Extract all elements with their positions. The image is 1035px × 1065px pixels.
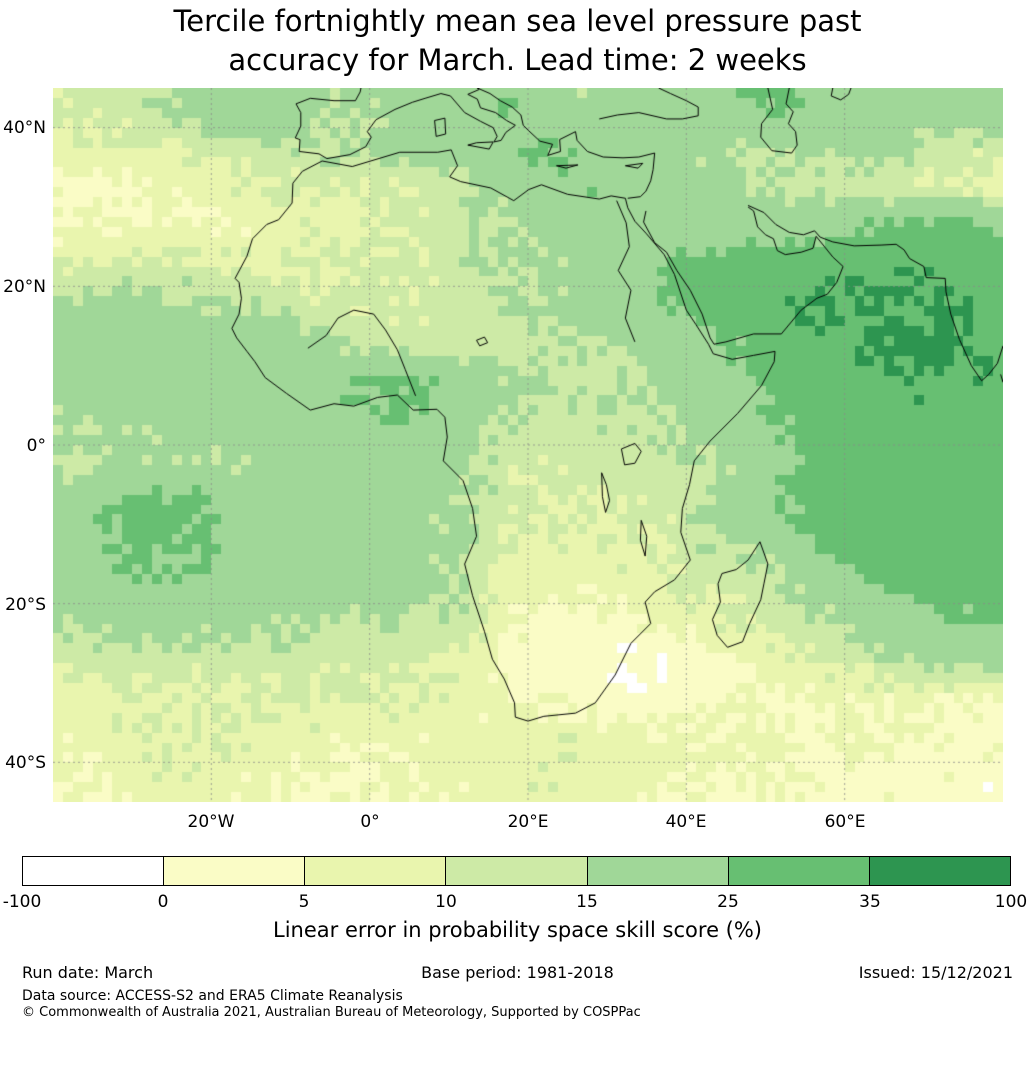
- colorbar-tick-15: 15: [576, 892, 598, 912]
- xtick-60e: 60°E: [824, 812, 866, 832]
- colorbar-segment-4: [446, 857, 588, 885]
- map-plot-area: [53, 88, 1003, 802]
- chart-title: Tercile fortnightly mean sea level press…: [0, 2, 1035, 80]
- colorbar-segment-1: [23, 857, 165, 885]
- chart-title-line2: accuracy for March. Lead time: 2 weeks: [228, 43, 807, 77]
- run-date-text: Run date: March: [22, 963, 154, 982]
- colorbar-tick-5: 5: [298, 892, 310, 912]
- footer-row-1: Run date: March Base period: 1981-2018 I…: [22, 963, 1013, 983]
- colorbar-caption: Linear error in probability space skill …: [273, 918, 762, 942]
- ytick-20n: 20°N: [3, 277, 46, 297]
- colorbar-segment-7: [869, 857, 1010, 885]
- base-period-text: Base period: 1981-2018: [421, 963, 614, 982]
- ytick-0: 0°: [26, 436, 46, 456]
- ytick-20s: 20°S: [5, 595, 46, 615]
- colorbar: [22, 856, 1011, 886]
- colorbar-tick-35: 35: [859, 892, 881, 912]
- colorbar-tick-100: 100: [994, 892, 1028, 912]
- xtick-20w: 20°W: [187, 812, 235, 832]
- colorbar-tick-minus100: -100: [2, 892, 42, 912]
- colorbar-tick-10: 10: [435, 892, 457, 912]
- colorbar-segment-6: [728, 857, 870, 885]
- chart-title-line1: Tercile fortnightly mean sea level press…: [173, 4, 862, 38]
- ytick-40s: 40°S: [5, 753, 46, 773]
- xtick-0: 0°: [360, 812, 380, 832]
- colorbar-tick-0: 0: [157, 892, 169, 912]
- map-canvas: [53, 88, 1003, 802]
- xtick-20e: 20°E: [507, 812, 549, 832]
- issued-text: Issued: 15/12/2021: [858, 963, 1013, 982]
- colorbar-tick-25: 25: [717, 892, 739, 912]
- ytick-40n: 40°N: [3, 118, 46, 138]
- colorbar-segment-5: [587, 857, 729, 885]
- data-source-text: Data source: ACCESS-S2 and ERA5 Climate …: [22, 988, 403, 1004]
- copyright-text: © Commonwealth of Australia 2021, Austra…: [22, 1005, 641, 1020]
- xtick-40e: 40°E: [665, 812, 707, 832]
- colorbar-segment-2: [164, 857, 306, 885]
- colorbar-segment-3: [305, 857, 447, 885]
